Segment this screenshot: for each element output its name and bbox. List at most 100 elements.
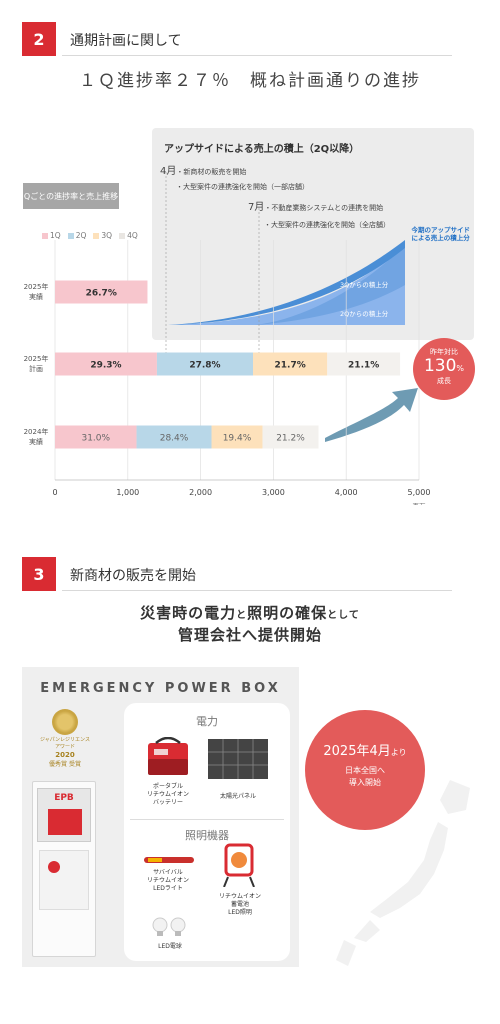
bar-4q [327, 352, 401, 376]
solar-panel-icon [208, 739, 268, 779]
upside-total-label: 今期のアップサイド による売上の積上分 [412, 226, 471, 242]
card-divider [130, 819, 284, 820]
x-tick-label: 3,000 [262, 488, 285, 497]
legend-label: 4Q [127, 231, 138, 240]
upside-area-3q [255, 245, 405, 325]
cabinet-battery-icon [48, 809, 82, 835]
legend-label: 2Q [75, 231, 87, 240]
label-line: 蓄電池 [230, 900, 249, 908]
upside-note-july: 7月・不動産業務システムとの連携を開始 [248, 198, 383, 213]
led-bulb-icon [152, 917, 186, 936]
chart-tag: Qごとの進捗率と売上推移 [23, 183, 119, 209]
bar-1q [55, 352, 157, 376]
x-tick-label: 2,000 [189, 488, 212, 497]
label-line: リチウムイオン [146, 790, 189, 798]
growth-suffix: 成長 [437, 376, 451, 385]
award-year: 2020 [55, 751, 75, 759]
growth-value: 130% [413, 357, 475, 376]
upside-label-line1: 今期のアップサイド [411, 226, 471, 234]
upside-note-april: 4月・新商材の販売を開始 [160, 162, 246, 177]
section-divider [62, 55, 452, 56]
legend-item-3q: 3Q [93, 231, 112, 240]
growth-arrow [325, 388, 418, 442]
epb-panel: EMERGENCY POWER BOX ジャパンレジリエンスアワード 2020 … [22, 667, 299, 967]
label-line: ポータブル [152, 783, 183, 790]
progress-chart: 3Qからの積上分 2Qからの積上分 26.7% 29.3% 27.8% 21.7% 21… [24, 172, 430, 505]
x-tick-label: 0 [52, 488, 57, 497]
bar-4q [262, 425, 319, 449]
launch-badge: 2025年4月より 日本全国へ 導入開始 [305, 710, 425, 830]
section-number: 2 [22, 22, 56, 56]
upside-note-large-partial: ・大型案件の連携強化を開始（一部店舗） [176, 183, 309, 191]
bar-label: 29.3% [90, 361, 121, 371]
headline-part: 災害時の電力 [140, 604, 237, 622]
note-month: 4月 [160, 166, 177, 177]
label-line: LED照明 [228, 908, 252, 916]
growth-caption: 昨年対比 [430, 348, 458, 356]
chart-legend: 1Q 2Q 3Q 4Q [42, 231, 138, 240]
launch-line: 導入開始 [349, 778, 381, 787]
area-label-3q: 3Qからの積上分 [340, 280, 389, 289]
category-label: 2025年 [24, 354, 49, 363]
headline-part: と [236, 610, 248, 621]
legend-swatch [93, 233, 100, 239]
bulb-label: LED電球 [158, 943, 182, 950]
product-headline-1: 災害時の電力と照明の確保として [0, 602, 500, 623]
award-prize: 優秀賞 受賞 [49, 760, 81, 768]
section-number: 3 [22, 557, 56, 591]
x-tick-label: 4,000 [335, 488, 358, 497]
category-label: 2024年 [24, 427, 49, 436]
bar-3q [211, 425, 263, 449]
bar-3q [253, 352, 328, 376]
legend-swatch [67, 233, 74, 239]
growth-badge: 昨年対比 130% 成長 [413, 338, 475, 400]
label-line: バッテリー [152, 798, 183, 806]
epb-title: EMERGENCY POWER BOX [40, 681, 281, 696]
bar-2q [156, 352, 254, 376]
legend-item-2q: 2Q [67, 231, 87, 240]
award-badge: ジャパンレジリエンスアワード 2020 優秀賞 受賞 [40, 709, 90, 769]
bar-label: 19.4% [223, 434, 252, 444]
label-line: サバイバル [153, 869, 183, 876]
category-label: 実績 [29, 437, 43, 446]
bar-label: 26.7% [86, 289, 117, 299]
power-heading: 電力 [196, 715, 218, 728]
award-name: ジャパンレジリエンスアワード [40, 737, 90, 750]
led-light-icon [144, 857, 194, 863]
headline-part: として [327, 610, 360, 621]
launch-date: 2025年4月より [305, 740, 425, 759]
launch-line: 日本全国へ [345, 766, 385, 775]
launch-date-suffix: より [390, 748, 407, 757]
category-label: 実績 [29, 292, 43, 301]
x-tick-label: 1,000 [116, 488, 139, 497]
storage-led-light-icon [223, 843, 255, 887]
section-title: 新商材の販売を開始 [70, 568, 196, 584]
progress-headline: １Ｑ進捗率２７％ 概ね計画通りの進捗 [79, 71, 421, 91]
cabinet-logo: EPB [54, 793, 74, 803]
solar-label: 太陽光パネル [219, 793, 256, 800]
section-2-header: 2 通期計画に関して [22, 22, 452, 56]
award-medal-icon [52, 709, 78, 735]
legend-item-1q: 1Q [42, 231, 61, 240]
bar-label: 27.8% [189, 361, 220, 371]
launch-date-value: 2025年4月 [323, 744, 391, 759]
category-label: 計画 [29, 364, 43, 373]
legend-item-4q: 4Q [119, 231, 138, 240]
label-line: リチウムイオン [218, 893, 261, 900]
equipment-card: 電力 ポータブル リチウムイオン バッテリー 太陽光パネル 照明機器 [124, 703, 290, 961]
bar-label: 21.1% [348, 361, 379, 371]
storage-light-label: リチウムイオン 蓄電池 LED照明 [208, 893, 272, 916]
legend-swatch [42, 233, 48, 239]
note-month: 7月 [248, 202, 265, 213]
label-line: リチウムイオン [146, 876, 189, 884]
battery-label: ポータブル リチウムイオン バッテリー [136, 783, 200, 806]
growth-unit: % [456, 364, 465, 373]
section-title: 通期計画に関して [70, 33, 182, 49]
launch-text: 日本全国へ 導入開始 [305, 765, 425, 789]
product-headline-2: 管理会社へ提供開始 [177, 626, 322, 644]
bar-label: 21.2% [276, 434, 305, 444]
growth-number: 130 [423, 356, 457, 376]
cabinet-label-mark [48, 861, 60, 873]
note-text: ・新商材の販売を開始 [176, 168, 247, 176]
bar-label: 21.7% [275, 361, 306, 371]
